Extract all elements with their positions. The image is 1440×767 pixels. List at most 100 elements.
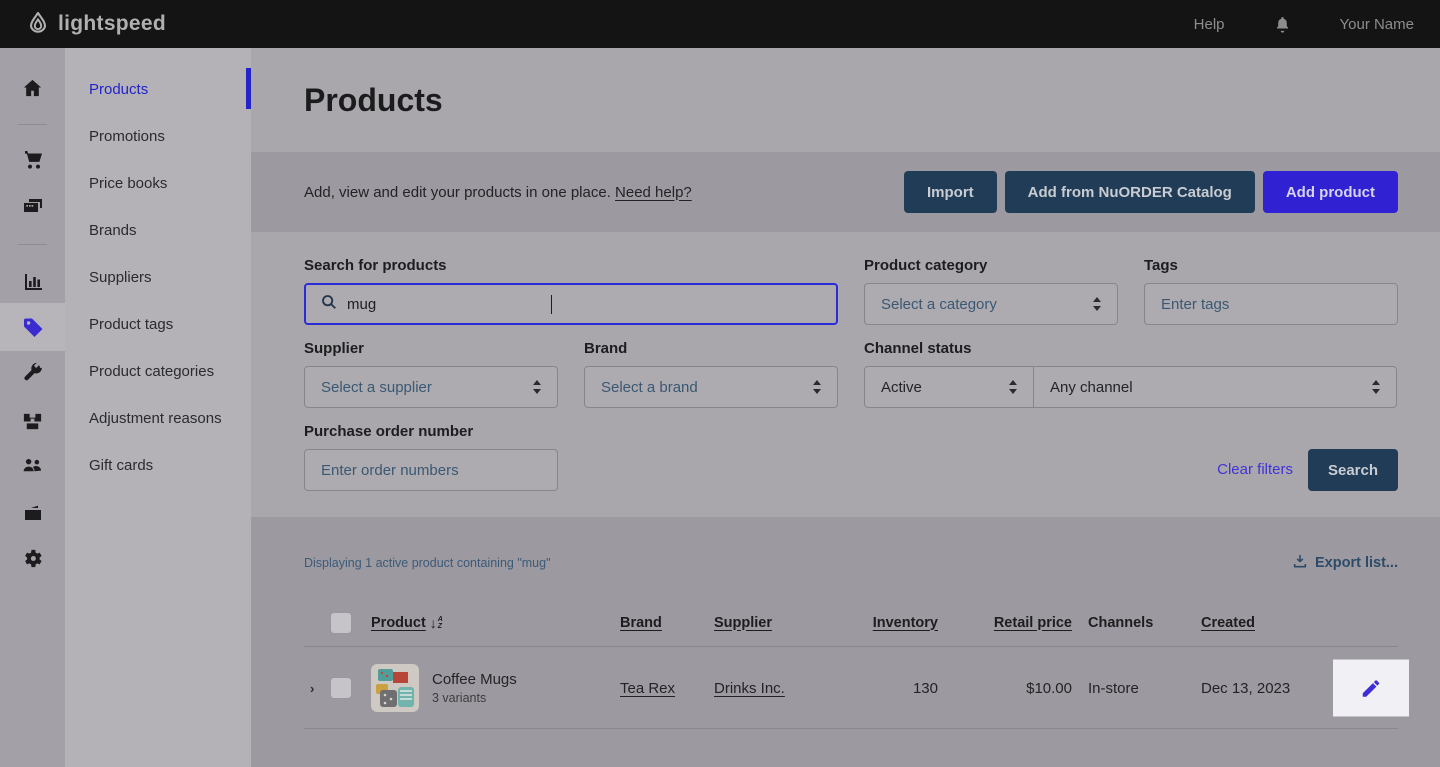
status-value: Active	[881, 379, 922, 396]
chevron-updown-icon	[1009, 380, 1017, 394]
chevron-updown-icon	[533, 380, 541, 394]
sidebar-item-price-books[interactable]: Price books	[65, 160, 251, 207]
sidebar-item-adjustment-reasons[interactable]: Adjustment reasons	[65, 395, 251, 442]
users-icon[interactable]	[0, 441, 65, 489]
clear-filters-link[interactable]: Clear filters	[1217, 449, 1293, 491]
category-select[interactable]: Select a category	[864, 283, 1118, 325]
sort-az-icon: ↓AZ	[430, 615, 443, 631]
po-input[interactable]	[304, 449, 558, 491]
supplier-value: Select a supplier	[321, 379, 432, 396]
brand-value: Select a brand	[601, 379, 698, 396]
channels-value: In-store	[1072, 680, 1180, 697]
inventory-value: 130	[860, 680, 938, 697]
page-title: Products	[304, 82, 443, 119]
catalog-sidebar: Products Promotions Price books Brands S…	[65, 48, 251, 767]
product-thumbnail	[371, 664, 419, 712]
search-icon	[320, 293, 338, 316]
search-input[interactable]	[347, 296, 546, 313]
product-search-field[interactable]	[304, 283, 838, 325]
home-icon[interactable]	[0, 64, 65, 112]
add-product-button[interactable]: Add product	[1263, 171, 1398, 213]
wrench-icon[interactable]	[0, 348, 65, 396]
expand-row-chevron-icon[interactable]: ›	[304, 681, 330, 696]
sidebar-item-product-categories[interactable]: Product categories	[65, 348, 251, 395]
table-row: ›	[304, 647, 1398, 729]
sidebar-item-brands[interactable]: Brands	[65, 207, 251, 254]
brand-link[interactable]: Tea Rex	[620, 680, 675, 697]
sidebar-item-product-tags[interactable]: Product tags	[65, 301, 251, 348]
gear-icon[interactable]	[0, 534, 65, 582]
user-menu[interactable]: Your Name	[1340, 16, 1415, 33]
column-brand[interactable]: Brand	[620, 615, 714, 631]
intro-sentence: Add, view and edit your products in one …	[304, 184, 611, 201]
product-variants: 3 variants	[432, 691, 517, 705]
brand-select[interactable]: Select a brand	[584, 366, 838, 408]
export-list-button[interactable]: Export list...	[1292, 553, 1398, 573]
chevron-updown-icon	[1093, 297, 1101, 311]
brand-label: Brand	[584, 339, 838, 358]
column-retail-price[interactable]: Retail price	[994, 615, 1072, 631]
help-link[interactable]: Help	[1194, 16, 1225, 33]
category-label: Product category	[864, 256, 1118, 275]
po-label: Purchase order number	[304, 422, 558, 441]
need-help-link[interactable]: Need help?	[615, 184, 692, 201]
icon-rail	[0, 48, 65, 767]
category-value: Select a category	[881, 296, 997, 313]
edit-product-button[interactable]	[1333, 660, 1409, 717]
channel-status-label: Channel status	[864, 339, 1397, 358]
tags-input[interactable]	[1144, 283, 1398, 325]
select-all-checkbox[interactable]	[330, 612, 352, 634]
tags-label: Tags	[1144, 256, 1398, 275]
product-name: Coffee Mugs	[432, 671, 517, 688]
tag-icon[interactable]	[0, 303, 65, 351]
channel-value: Any channel	[1050, 379, 1133, 396]
bar-chart-icon[interactable]	[0, 258, 65, 306]
supplier-label: Supplier	[304, 339, 558, 358]
chevron-updown-icon	[813, 380, 821, 394]
channel-select[interactable]: Any channel	[1033, 366, 1397, 408]
sidebar-item-promotions[interactable]: Promotions	[65, 113, 251, 160]
created-value: Dec 13, 2023	[1180, 680, 1320, 697]
search-button[interactable]: Search	[1308, 449, 1398, 491]
results-panel: Displaying 1 active product containing "…	[251, 517, 1440, 767]
row-checkbox[interactable]	[330, 677, 352, 699]
active-indicator	[246, 68, 251, 109]
download-icon	[1292, 553, 1308, 573]
table-header: Product ↓AZ Brand Supplier Inventory Ret…	[304, 599, 1398, 647]
column-supplier[interactable]: Supplier	[714, 615, 860, 631]
bell-icon[interactable]	[1273, 15, 1292, 34]
pencil-icon	[1360, 677, 1382, 699]
intro-text: Add, view and edit your products in one …	[304, 184, 692, 201]
rail-divider	[18, 244, 47, 245]
column-channels: Channels	[1072, 615, 1180, 631]
supplier-select[interactable]: Select a supplier	[304, 366, 558, 408]
rail-divider	[18, 124, 47, 125]
logo-text: lightspeed	[58, 12, 166, 36]
filters-panel: Search for products Product category	[251, 232, 1440, 517]
search-label: Search for products	[304, 256, 838, 275]
import-button[interactable]: Import	[904, 171, 997, 213]
column-product[interactable]: Product	[371, 615, 426, 631]
status-select[interactable]: Active	[864, 366, 1034, 408]
top-bar: lightspeed Help Your Name	[0, 0, 1440, 48]
export-label: Export list...	[1315, 555, 1398, 571]
toolbar-band: Add, view and edit your products in one …	[251, 152, 1440, 232]
sidebar-item-products[interactable]: Products	[65, 66, 251, 113]
sidebar-item-suppliers[interactable]: Suppliers	[65, 254, 251, 301]
nuorder-catalog-button[interactable]: Add from NuORDER Catalog	[1005, 171, 1255, 213]
text-cursor	[551, 295, 552, 314]
supplier-link[interactable]: Drinks Inc.	[714, 680, 785, 697]
register-icon[interactable]	[0, 183, 65, 231]
column-inventory[interactable]: Inventory	[873, 615, 938, 631]
results-summary: Displaying 1 active product containing "…	[304, 556, 551, 570]
column-created[interactable]: Created	[1201, 615, 1255, 631]
main-content: Products Add, view and edit your product…	[251, 48, 1440, 767]
flame-icon	[26, 11, 50, 37]
chevron-updown-icon	[1372, 380, 1380, 394]
cart-icon[interactable]	[0, 136, 65, 184]
sidebar-item-gift-cards[interactable]: Gift cards	[65, 442, 251, 489]
retail-price-value: $10.00	[938, 680, 1072, 697]
briefcase-icon[interactable]	[0, 489, 65, 537]
lightspeed-logo[interactable]: lightspeed	[26, 11, 166, 37]
blocks-icon[interactable]	[0, 397, 65, 445]
